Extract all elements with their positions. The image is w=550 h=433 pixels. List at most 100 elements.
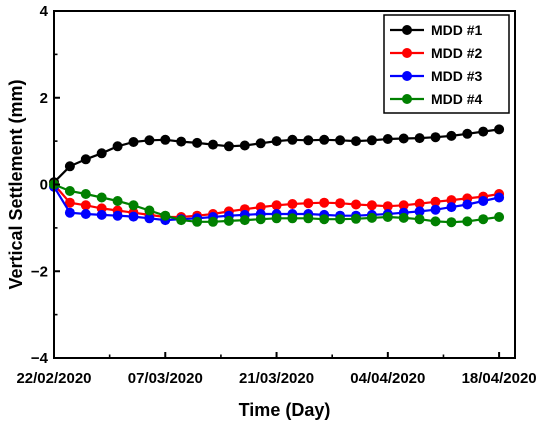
data-point-mdd-1 xyxy=(144,135,155,146)
data-point-mdd-2 xyxy=(430,196,441,207)
data-point-mdd-4 xyxy=(366,212,377,223)
data-point-mdd-4 xyxy=(351,213,361,224)
legend-label-mdd-1: MDD #1 xyxy=(431,22,483,38)
data-point-mdd-1 xyxy=(366,135,377,146)
data-point-mdd-4 xyxy=(398,212,409,223)
data-point-mdd-3 xyxy=(80,209,91,219)
x-tick-label: 21/03/2020 xyxy=(239,370,314,387)
data-point-mdd-1 xyxy=(96,148,107,159)
data-point-mdd-1 xyxy=(271,136,282,147)
data-point-mdd-4 xyxy=(255,214,266,225)
data-point-mdd-2 xyxy=(382,201,393,212)
data-point-mdd-4 xyxy=(335,214,346,225)
data-point-mdd-3 xyxy=(446,202,457,213)
data-point-mdd-1 xyxy=(430,132,441,143)
data-point-mdd-1 xyxy=(478,126,489,137)
data-point-mdd-4 xyxy=(176,215,187,226)
data-point-mdd-2 xyxy=(446,195,457,206)
data-point-mdd-4 xyxy=(128,200,139,211)
data-point-mdd-1 xyxy=(303,135,314,146)
data-point-mdd-2 xyxy=(255,202,266,213)
data-point-mdd-4 xyxy=(112,196,123,206)
data-point-mdd-1 xyxy=(128,137,139,147)
data-point-mdd-1 xyxy=(494,124,505,135)
legend-label-mdd-4: MDD #4 xyxy=(431,91,483,107)
legend-label-mdd-3: MDD #3 xyxy=(431,68,483,84)
data-point-mdd-2 xyxy=(366,200,377,211)
legend-label-mdd-2: MDD #2 xyxy=(431,45,483,61)
data-point-mdd-4 xyxy=(239,215,250,226)
y-axis-title: Vertical Settlement (mm) xyxy=(6,79,26,289)
data-point-mdd-1 xyxy=(223,141,234,152)
data-point-mdd-4 xyxy=(446,217,457,228)
data-point-mdd-1 xyxy=(239,140,250,151)
data-point-mdd-2 xyxy=(64,197,75,208)
data-point-mdd-4 xyxy=(494,212,505,222)
data-point-mdd-4 xyxy=(303,213,314,224)
x-tick-label: 04/04/2020 xyxy=(350,370,425,387)
x-tick-label: 18/04/2020 xyxy=(462,370,537,387)
data-point-mdd-2 xyxy=(398,200,409,211)
data-point-mdd-4 xyxy=(382,212,393,222)
data-point-mdd-2 xyxy=(351,199,361,210)
data-point-mdd-4 xyxy=(80,189,91,199)
data-point-mdd-2 xyxy=(303,198,314,209)
data-point-mdd-3 xyxy=(96,209,107,220)
data-point-mdd-1 xyxy=(112,141,123,152)
data-point-mdd-2 xyxy=(271,200,282,211)
data-point-mdd-2 xyxy=(414,198,425,209)
y-tick-label: 0 xyxy=(40,177,48,194)
data-point-mdd-1 xyxy=(351,136,361,147)
data-point-mdd-3 xyxy=(430,204,441,215)
data-point-mdd-3 xyxy=(462,199,473,210)
data-point-mdd-1 xyxy=(446,130,457,141)
data-point-mdd-2 xyxy=(287,199,298,209)
data-point-mdd-3 xyxy=(414,206,425,217)
data-point-mdd-3 xyxy=(144,213,155,224)
data-point-mdd-3 xyxy=(494,192,505,203)
data-point-mdd-3 xyxy=(478,196,489,206)
data-point-mdd-1 xyxy=(335,135,346,146)
data-point-mdd-2 xyxy=(319,197,330,208)
data-point-mdd-1 xyxy=(64,161,75,172)
data-point-mdd-4 xyxy=(223,215,234,226)
data-point-mdd-4 xyxy=(462,216,473,227)
data-point-mdd-4 xyxy=(287,213,298,224)
data-point-mdd-1 xyxy=(414,133,425,144)
data-point-mdd-4 xyxy=(160,210,171,221)
data-point-mdd-1 xyxy=(80,154,91,165)
legend-marker-mdd-4 xyxy=(402,94,412,104)
data-point-mdd-4 xyxy=(192,216,203,227)
y-tick-label: −4 xyxy=(31,350,49,367)
data-point-mdd-4 xyxy=(430,216,441,227)
x-axis-title: Time (Day) xyxy=(239,400,331,420)
data-point-mdd-3 xyxy=(112,210,123,221)
data-point-mdd-2 xyxy=(80,200,91,211)
data-point-mdd-2 xyxy=(335,198,346,209)
data-point-mdd-4 xyxy=(144,205,155,216)
data-point-mdd-1 xyxy=(319,134,330,145)
data-point-mdd-4 xyxy=(96,192,107,203)
data-point-mdd-4 xyxy=(478,214,489,225)
y-tick-label: 2 xyxy=(40,90,48,107)
data-point-mdd-4 xyxy=(271,213,282,224)
data-point-mdd-1 xyxy=(462,128,473,139)
data-point-mdd-1 xyxy=(255,138,266,149)
y-tick-label: −2 xyxy=(31,263,48,280)
data-point-mdd-3 xyxy=(128,211,139,222)
data-point-mdd-4 xyxy=(64,186,75,196)
x-tick-label: 07/03/2020 xyxy=(128,370,203,387)
legend: MDD #1 MDD #2 MDD #3 MDD #4 xyxy=(383,14,510,114)
x-tick-label: 22/02/2020 xyxy=(16,370,91,387)
legend-marker-mdd-1 xyxy=(402,25,412,35)
data-point-mdd-1 xyxy=(398,133,409,144)
data-point-mdd-1 xyxy=(176,136,187,147)
data-point-mdd-3 xyxy=(64,207,75,218)
plot-area: 4 2 0 −2 −4 22/02/2020 07/03/2020 21/03/2020 04/… xyxy=(16,3,536,387)
legend-marker-mdd-2 xyxy=(402,48,412,58)
data-point-mdd-1 xyxy=(287,134,298,145)
data-point-mdd-1 xyxy=(208,139,218,150)
data-point-mdd-4 xyxy=(414,214,425,225)
